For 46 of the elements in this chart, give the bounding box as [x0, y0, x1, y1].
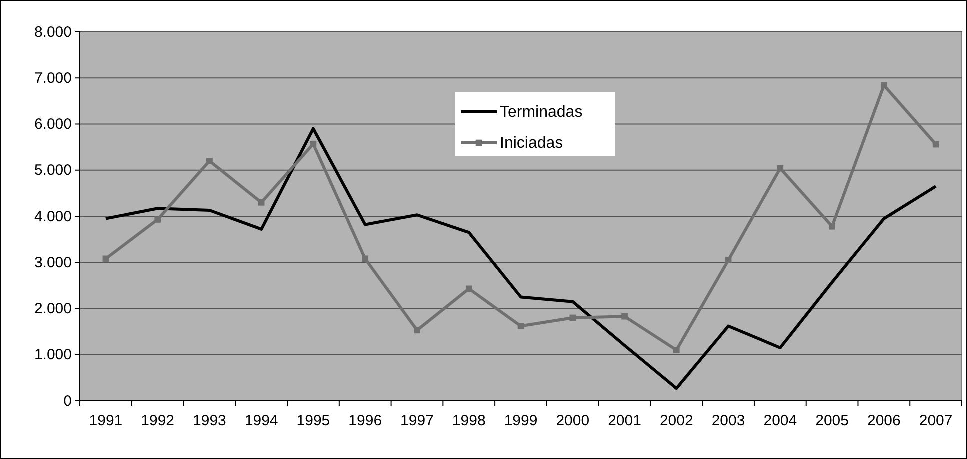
x-tick-label: 1991 — [89, 412, 123, 430]
x-tick-label: 1992 — [141, 412, 175, 430]
point — [570, 314, 576, 322]
point — [932, 141, 940, 148]
x-tick-label: 2004 — [764, 412, 798, 430]
y-tick-label: 7.000 — [34, 70, 72, 87]
legend-label: Terminadas — [500, 104, 583, 121]
x-tick-label: 2005 — [816, 412, 849, 430]
y-tick-label: 2.000 — [34, 300, 72, 318]
point — [829, 223, 836, 230]
y-tick-label: 0 — [64, 392, 72, 410]
x-tick-label: 1999 — [504, 412, 538, 430]
x-tick-label: 2006 — [867, 412, 901, 430]
x-tick-label: 2001 — [608, 412, 642, 430]
point — [414, 327, 420, 334]
point — [777, 165, 784, 172]
point — [206, 158, 213, 164]
x-tick-label: 2003 — [712, 412, 746, 430]
point — [673, 347, 680, 354]
x-tick-label: 2007 — [919, 412, 953, 430]
x-tick-label: 1997 — [400, 412, 434, 430]
point — [258, 200, 265, 206]
point — [102, 256, 110, 262]
y-tick-label: 5.000 — [34, 162, 72, 180]
x-tick-label: 1998 — [452, 412, 486, 430]
x-tick-label: 2000 — [556, 412, 590, 430]
point — [362, 256, 369, 262]
x-tick-label: 2002 — [660, 412, 694, 430]
point — [725, 257, 732, 264]
legend-label: Iniciadas — [500, 135, 564, 152]
x-tick-label: 1995 — [296, 412, 330, 430]
x-tick-label: 1994 — [244, 412, 278, 430]
point — [466, 286, 472, 292]
y-tick-label: 6.000 — [34, 116, 72, 134]
y-tick-label: 1.000 — [34, 346, 72, 364]
y-tick-label: 8.000 — [34, 24, 72, 41]
point — [154, 216, 161, 223]
x-tick-label: 1996 — [348, 412, 382, 430]
point — [622, 313, 628, 320]
point — [518, 323, 524, 330]
line-series — [104, 127, 938, 390]
point — [310, 140, 317, 148]
y-tick-label: 4.000 — [34, 208, 72, 226]
point — [881, 82, 888, 89]
y-tick-label: 3.000 — [34, 254, 72, 272]
x-tick-label: 1993 — [193, 412, 226, 430]
